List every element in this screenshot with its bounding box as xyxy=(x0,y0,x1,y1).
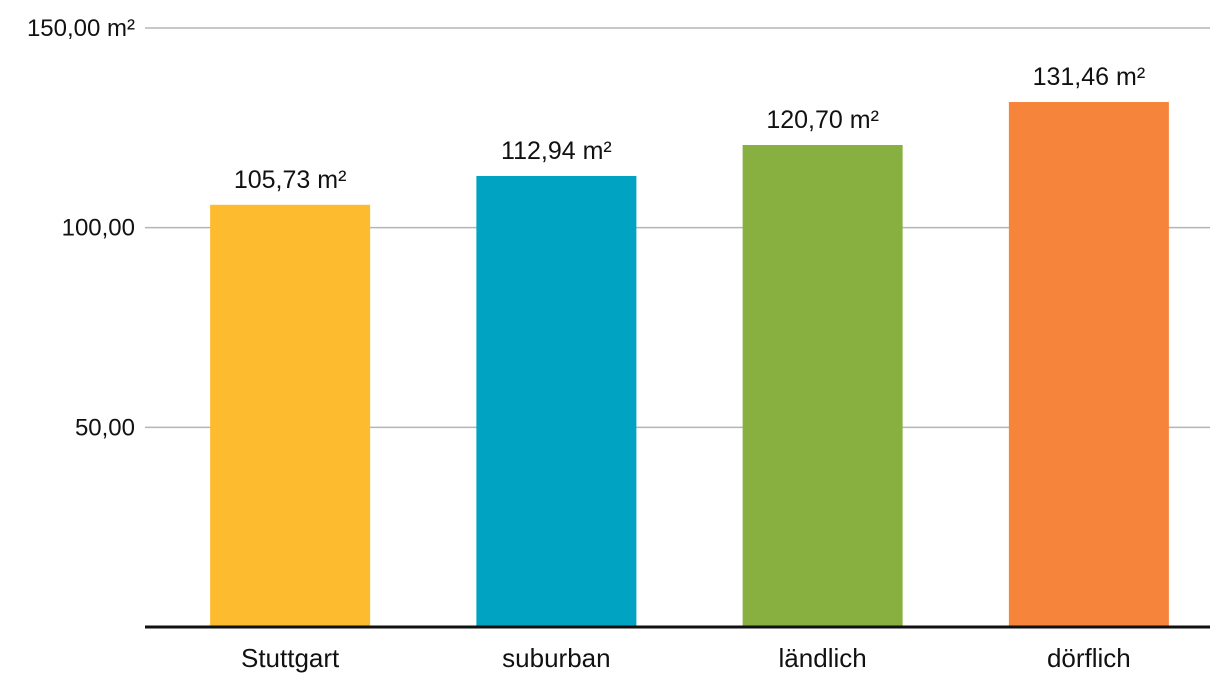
data-label-suburban: 112,94 m² xyxy=(501,137,612,165)
y-tick-label-1: 100,00 xyxy=(62,215,135,242)
data-labels: 105,73 m² 112,94 m² 120,70 m² 131,46 m² xyxy=(234,63,1145,194)
bar-suburban xyxy=(476,175,637,628)
bars xyxy=(210,102,1169,628)
data-label-dörflich: 131,46 m² xyxy=(1033,63,1146,91)
bar-dörflich xyxy=(1008,102,1169,628)
y-tick-label-0: 50,00 xyxy=(75,414,135,441)
category-label-suburban: suburban xyxy=(502,643,610,673)
bar-stuttgart xyxy=(210,204,371,628)
category-label-ländlich: ländlich xyxy=(779,643,867,673)
y-tick-label-2: 150,00 m² xyxy=(27,15,135,42)
data-label-ländlich: 120,70 m² xyxy=(766,106,879,134)
bar-ländlich xyxy=(742,145,903,627)
category-label-stuttgart: Stuttgart xyxy=(241,643,340,673)
y-axis-tick-labels: 50,00 100,00 150,00 m² xyxy=(27,15,135,441)
x-axis-category-labels: Stuttgart suburban ländlich dörflich xyxy=(241,643,1131,673)
category-label-dörflich: dörflich xyxy=(1047,643,1131,673)
data-label-stuttgart: 105,73 m² xyxy=(234,166,347,194)
